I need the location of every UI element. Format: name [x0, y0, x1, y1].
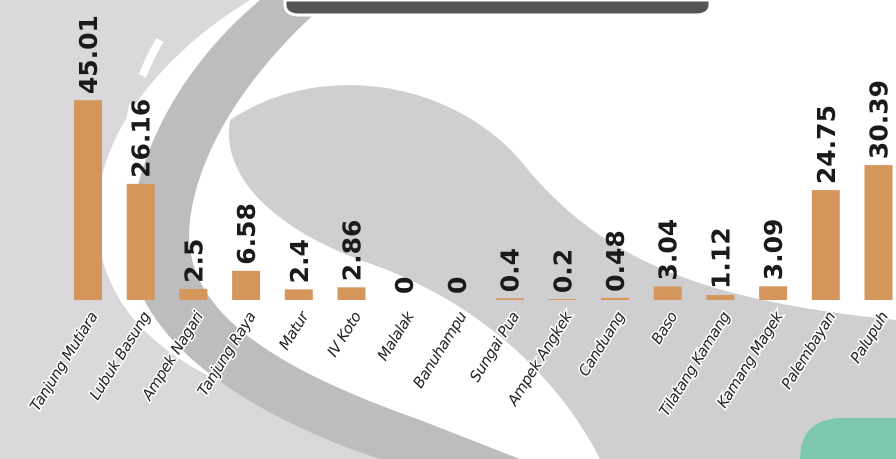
bar [337, 287, 366, 300]
value-label: 0.2 [548, 249, 577, 293]
bar [74, 100, 102, 300]
value-label: 45.01 [74, 15, 103, 94]
bar [179, 288, 208, 300]
road-line [122, 37, 164, 201]
bar [232, 270, 261, 300]
value-label: 26.16 [127, 99, 156, 178]
value-label: 2.86 [338, 220, 367, 282]
category-label: Banuhampu [409, 309, 470, 392]
value-label: 1.12 [706, 227, 735, 289]
bar [759, 286, 788, 300]
value-label: 2.4 [285, 239, 314, 283]
bar [495, 298, 524, 300]
road-shape [129, 0, 520, 459]
title-box [283, 0, 712, 17]
bar [284, 289, 313, 300]
value-label: 0.48 [601, 230, 630, 292]
value-label: 30.39 [865, 80, 894, 159]
road-shape [228, 85, 896, 459]
value-label: 0 [443, 277, 472, 294]
corner-shape [800, 418, 896, 459]
category-label: Matur [275, 307, 313, 353]
bar [548, 299, 577, 300]
value-label: 0 [390, 277, 419, 294]
road-shape [0, 0, 520, 459]
bar [653, 286, 682, 300]
bar [864, 165, 893, 300]
value-label: 24.75 [812, 105, 841, 184]
bar [126, 183, 155, 300]
value-label: 3.04 [654, 219, 683, 281]
bar [706, 295, 735, 300]
category-label: Malalak [374, 307, 419, 364]
value-label: 3.09 [759, 219, 788, 281]
bar [811, 190, 840, 300]
value-label: 2.5 [179, 239, 208, 283]
category-label: IV Koto [323, 308, 365, 360]
value-label: 6.58 [232, 203, 261, 265]
value-label: 0.4 [496, 248, 525, 292]
bar [601, 297, 629, 300]
